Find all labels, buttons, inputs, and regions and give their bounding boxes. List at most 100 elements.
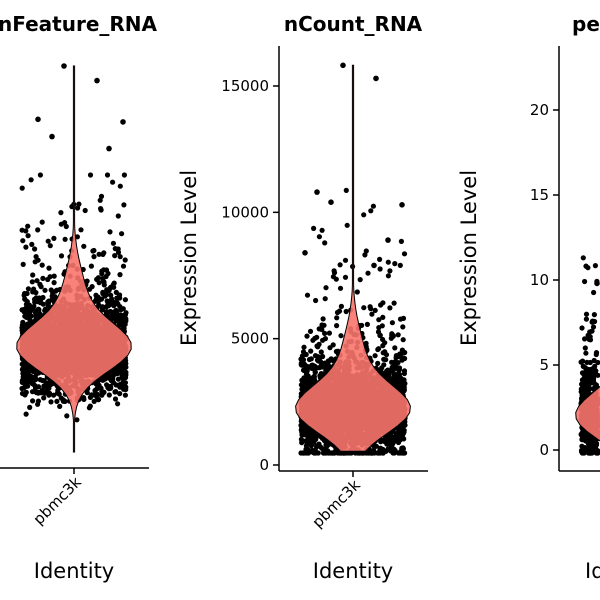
x-axis-title: Identity [34, 559, 114, 583]
panel-title: nFeature_RNA [0, 12, 158, 36]
jitter-point [121, 202, 127, 208]
jitter-point [45, 303, 51, 309]
jitter-point [112, 253, 118, 259]
jitter-point [29, 279, 35, 285]
jitter-point [104, 382, 110, 388]
jitter-point [46, 265, 52, 271]
jitter-point [24, 312, 31, 318]
jitter-point [26, 375, 32, 381]
jitter-point [39, 219, 45, 225]
jitter-point [107, 229, 113, 235]
jitter-point [117, 183, 123, 189]
jitter-point [53, 288, 59, 294]
jitter-point [19, 185, 25, 191]
jitter-point [89, 284, 95, 290]
jitter-point [112, 396, 119, 402]
jitter-point [101, 389, 107, 395]
jitter-point [23, 411, 29, 417]
jitter-point [401, 350, 407, 356]
jitter-point [123, 361, 129, 367]
jitter-point [108, 292, 114, 298]
jitter-point [316, 234, 322, 240]
jitter-point [395, 439, 402, 446]
jitter-point [34, 369, 40, 375]
jitter-point [58, 253, 65, 259]
jitter-point [326, 330, 332, 336]
jitter-point [82, 207, 88, 214]
jitter-point [354, 289, 360, 295]
jitter-point [104, 172, 111, 178]
jitter-point [381, 362, 387, 368]
jitter-point [376, 346, 382, 352]
jitter-point [31, 303, 37, 310]
jitter-point [100, 276, 106, 282]
jitter-point [391, 300, 397, 306]
jitter-point [62, 220, 68, 226]
jitter-point [96, 382, 102, 388]
jitter-point [342, 274, 349, 280]
jitter-point [401, 370, 407, 377]
jitter-point [23, 301, 29, 307]
jitter-point [99, 307, 106, 313]
jitter-point [91, 254, 97, 260]
jitter-point [64, 413, 70, 419]
jitter-point [122, 297, 128, 303]
outlier-point [35, 116, 41, 123]
jitter-point [100, 291, 106, 297]
jitter-point [122, 380, 128, 386]
jitter-point [19, 227, 25, 233]
jitter-point [19, 385, 25, 392]
jitter-point [123, 318, 129, 324]
jitter-point [111, 299, 117, 305]
jitter-point [105, 309, 112, 315]
jitter-point [87, 403, 93, 409]
jitter-point [401, 251, 408, 257]
jitter-point [115, 382, 121, 388]
panel-nfeature: nFeature_RNA pbmc3k Identity [0, 12, 158, 583]
jitter-point [40, 275, 46, 281]
jitter-point [112, 246, 118, 252]
jitter-point [322, 296, 328, 302]
jitter-point [25, 286, 31, 292]
jitter-point [387, 305, 393, 311]
jitter-point [364, 321, 370, 327]
jitter-point [107, 285, 113, 291]
jitter-point [113, 389, 119, 395]
jitter-point [313, 297, 319, 304]
jitter-point [21, 292, 27, 298]
jitter-point [51, 235, 57, 241]
jitter-point [402, 355, 408, 362]
jitter-point [32, 259, 38, 265]
jitter-point [47, 390, 53, 396]
jitter-point [323, 285, 329, 291]
jitter-point [88, 263, 94, 269]
jitter-point [84, 390, 90, 396]
jitter-point [106, 386, 112, 392]
jitter-point [337, 262, 343, 268]
jitter-point [115, 301, 121, 307]
jitter-point [37, 172, 44, 178]
jitter-point [42, 390, 48, 396]
jitter-point [115, 249, 122, 255]
jitter-point [117, 272, 123, 278]
jitter-point [397, 262, 403, 268]
jitter-point [392, 261, 398, 267]
jitter-point [118, 370, 124, 376]
jitter-point [400, 337, 406, 343]
jitter-point [122, 392, 128, 398]
jitter-point [24, 380, 30, 386]
jitter-point [78, 227, 84, 233]
jitter-point [380, 343, 386, 349]
jitter-point [106, 392, 112, 398]
jitter-point [395, 332, 401, 338]
jitter-point [56, 391, 62, 397]
jitter-point [370, 203, 376, 209]
jitter-point [29, 241, 35, 247]
jitter-point [81, 243, 87, 249]
jitter-point [45, 238, 51, 244]
jitter-point [389, 320, 395, 326]
outlier-point [94, 77, 100, 84]
jitter-point [301, 344, 307, 350]
jitter-point [100, 375, 106, 381]
jitter-point [312, 353, 319, 359]
